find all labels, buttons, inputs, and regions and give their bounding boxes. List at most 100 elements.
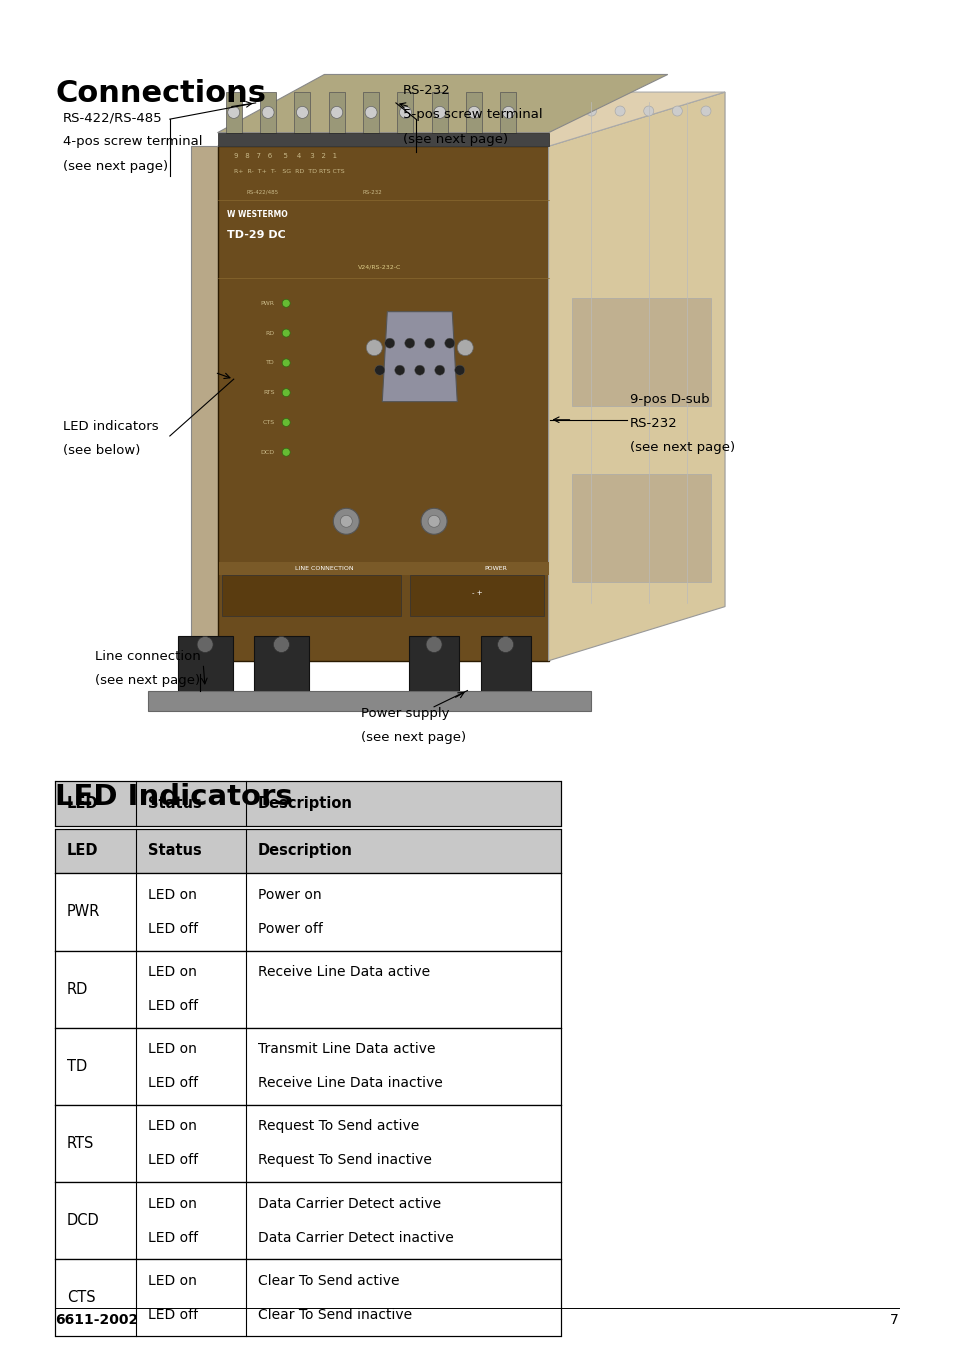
Circle shape [586,106,596,116]
Text: LED: LED [67,844,98,858]
Polygon shape [177,636,233,691]
Circle shape [340,516,352,527]
Text: RS-422/RS-485: RS-422/RS-485 [63,111,162,125]
Polygon shape [55,1105,560,1182]
Polygon shape [382,311,456,402]
Text: Clear To Send active: Clear To Send active [257,1274,398,1288]
Text: DCD: DCD [260,450,274,455]
Circle shape [643,106,653,116]
Circle shape [366,340,382,356]
Circle shape [426,636,441,653]
Text: Clear To Send inactive: Clear To Send inactive [257,1308,412,1322]
Text: 4-pos screw terminal: 4-pos screw terminal [63,135,202,149]
Text: RD: RD [67,982,88,997]
Circle shape [331,107,342,118]
Text: Receive Line Data active: Receive Line Data active [257,965,429,979]
Text: R+  R-  T+  T-   SG  RD  TD RTS CTS: R+ R- T+ T- SG RD TD RTS CTS [233,169,344,175]
Text: Data Carrier Detect active: Data Carrier Detect active [257,1197,440,1210]
Text: Receive Line Data inactive: Receive Line Data inactive [257,1076,442,1090]
Circle shape [282,389,290,397]
Text: Line connection: Line connection [95,650,201,663]
Circle shape [420,508,447,535]
Circle shape [615,106,624,116]
Polygon shape [217,146,548,661]
Polygon shape [294,92,310,133]
Circle shape [468,107,479,118]
Polygon shape [55,1028,560,1105]
Polygon shape [260,92,275,133]
Text: TD: TD [67,1059,87,1074]
Circle shape [404,338,415,348]
Text: LED: LED [67,796,98,811]
Circle shape [274,636,289,653]
Text: LED off: LED off [148,1231,198,1244]
Text: Power supply: Power supply [360,707,449,720]
Text: POWER: POWER [484,566,507,571]
Circle shape [262,107,274,118]
Polygon shape [217,92,724,146]
Text: LED off: LED off [148,1076,198,1090]
Polygon shape [572,298,710,406]
Polygon shape [432,92,447,133]
Text: Status: Status [148,844,201,858]
Text: LINE CONNECTION: LINE CONNECTION [294,566,354,571]
Circle shape [333,508,359,535]
Text: LED on: LED on [148,1120,196,1133]
Circle shape [435,366,444,375]
Text: Description: Description [257,844,352,858]
Circle shape [428,516,439,527]
Circle shape [456,340,473,356]
Text: (see next page): (see next page) [360,731,465,745]
Text: 6611-2002: 6611-2002 [55,1313,138,1327]
Circle shape [415,366,424,375]
Text: (see next page): (see next page) [629,441,734,455]
Text: Power off: Power off [257,922,322,936]
Polygon shape [466,92,481,133]
Text: PWR: PWR [260,301,274,306]
Polygon shape [397,92,413,133]
Text: LED on: LED on [148,965,196,979]
Circle shape [395,366,404,375]
Polygon shape [55,1259,560,1336]
Text: PWR: PWR [67,904,100,919]
Text: RTS: RTS [263,390,274,395]
Circle shape [444,338,455,348]
Text: TD: TD [266,360,274,366]
Text: Description: Description [257,796,352,811]
Polygon shape [55,781,560,826]
Polygon shape [222,575,400,616]
Text: 9   8   7   6     5    4    3   2   1: 9 8 7 6 5 4 3 2 1 [233,153,336,158]
Polygon shape [55,829,560,873]
Circle shape [282,299,290,307]
Polygon shape [191,146,217,663]
Polygon shape [55,1182,560,1259]
Polygon shape [410,575,543,616]
Circle shape [282,418,290,427]
Text: LED on: LED on [148,1197,196,1210]
Text: LED off: LED off [148,1308,198,1322]
Text: TD-29 DC: TD-29 DC [227,230,286,240]
Circle shape [375,366,384,375]
Circle shape [672,106,681,116]
Text: RS-232: RS-232 [402,84,450,97]
Polygon shape [329,92,344,133]
Circle shape [197,636,213,653]
Text: LED off: LED off [148,999,198,1013]
Polygon shape [148,691,591,711]
Polygon shape [363,92,378,133]
Polygon shape [55,951,560,1028]
Circle shape [282,448,290,456]
Text: LED indicators: LED indicators [63,420,158,433]
Circle shape [282,329,290,337]
Circle shape [455,366,464,375]
Text: RTS: RTS [67,1136,94,1151]
Text: RS-232: RS-232 [629,417,677,431]
Text: Request To Send active: Request To Send active [257,1120,418,1133]
Text: Status: Status [148,796,201,811]
Circle shape [497,636,513,653]
Polygon shape [219,562,548,575]
Text: LED on: LED on [148,1274,196,1288]
Polygon shape [55,873,560,951]
Circle shape [228,107,239,118]
Text: V24/RS-232-C: V24/RS-232-C [357,264,400,269]
